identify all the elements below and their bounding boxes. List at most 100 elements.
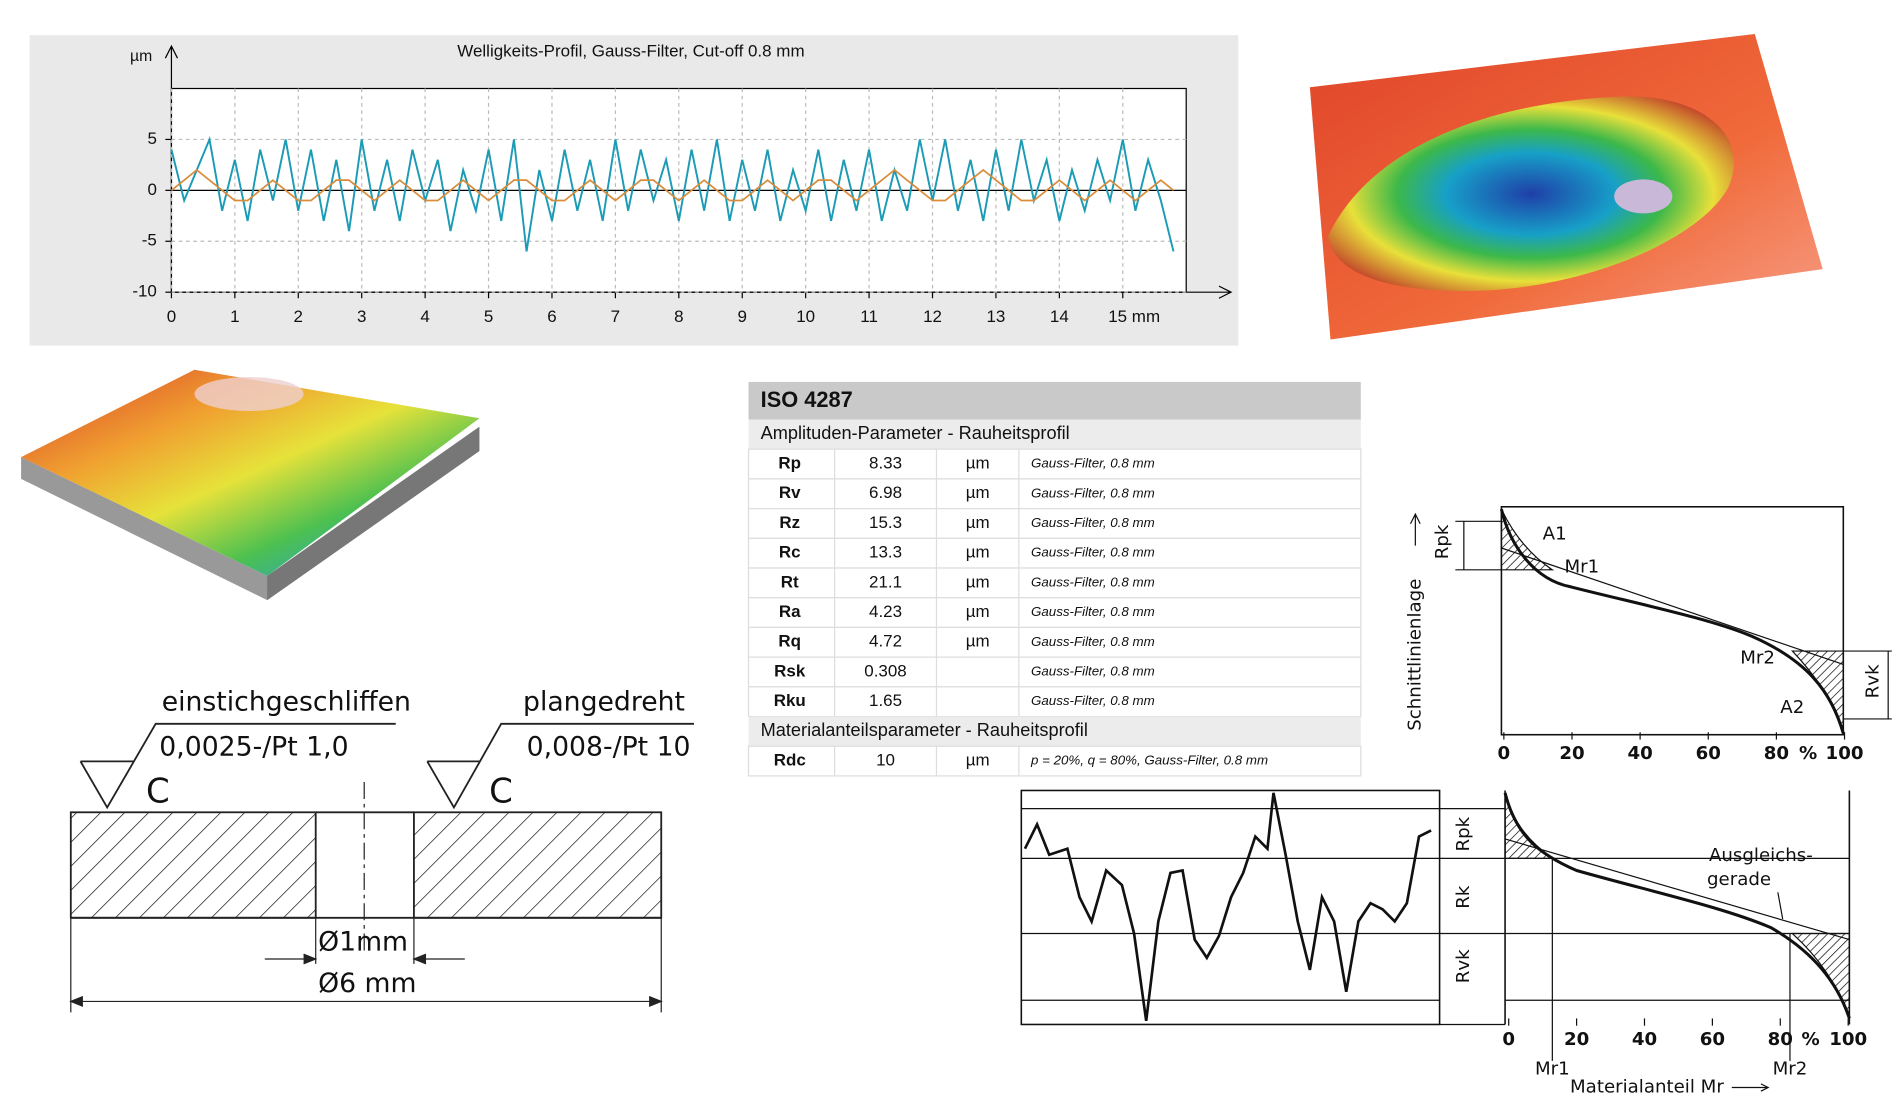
section-heading: Amplituden-Parameter - Rauheitsprofil xyxy=(761,423,1070,443)
x-tick-label: 100 xyxy=(1829,1029,1867,1050)
x-tick-label: 0 xyxy=(1498,743,1511,764)
rpk-label: Rpk xyxy=(1432,524,1453,559)
parameter-filter: Gauss-Filter, 0.8 mm xyxy=(1031,693,1155,708)
x-tick-label: 14 xyxy=(1050,307,1069,326)
profile-line xyxy=(170,168,1175,202)
x-tick-label: 15 mm xyxy=(1108,307,1160,326)
surface-spec: 0,0025-/Pt 1,0 xyxy=(159,732,348,763)
parameter-filter: Gauss-Filter, 0.8 mm xyxy=(1031,634,1155,649)
y-tick-label: 5 xyxy=(147,129,156,148)
parameter-value: 8.33 xyxy=(869,454,902,473)
parameter-filter: Gauss-Filter, 0.8 mm xyxy=(1031,663,1155,678)
parameter-unit: µm xyxy=(966,602,990,621)
table-row xyxy=(747,745,1362,777)
x-tick-label: 7 xyxy=(611,307,620,326)
rvk-label: Rvk xyxy=(1863,664,1884,698)
parameter-value: 6.98 xyxy=(869,483,902,502)
mr-label: Mr1 xyxy=(1535,1058,1570,1079)
chart-title: Welligkeits-Profil, Gauss-Filter, Cut-of… xyxy=(457,42,804,61)
parameter-value: 1.65 xyxy=(869,691,902,710)
abbott-curve-bottom: Rpk Rk Rvk Ausgleichs- gerade Mr1 Mr2 Ma… xyxy=(1020,789,1867,1096)
table-row xyxy=(747,567,1362,599)
x-tick-label: 20 xyxy=(1564,1029,1589,1050)
surface-spec: 0,008-/Pt 10 xyxy=(527,732,691,763)
x-tick-label: 4 xyxy=(420,307,429,326)
x-tick-label: 40 xyxy=(1632,1029,1657,1050)
section-header xyxy=(748,419,1361,450)
parameter-unit: µm xyxy=(966,751,990,770)
x-tick-label: 0 xyxy=(167,307,176,326)
table-row xyxy=(747,597,1362,629)
x-tick-label: 0 xyxy=(1502,1029,1515,1050)
surface-symbol: C xyxy=(489,771,513,811)
y-tick-label: 0 xyxy=(147,180,156,199)
x-tick-label: 3 xyxy=(357,307,366,326)
x-tick-label: 8 xyxy=(674,307,683,326)
rk-label: Rk xyxy=(1453,885,1474,909)
parameter-name: Rq xyxy=(778,632,801,651)
area-label: A1 xyxy=(1543,524,1567,545)
x-tick-label: 100 xyxy=(1826,743,1864,764)
parameter-name: Rv xyxy=(779,483,801,502)
area-label: A2 xyxy=(1780,697,1804,718)
surface-symbol: C xyxy=(146,771,170,811)
x-tick-label: 1 xyxy=(230,307,239,326)
x-tick-label: 60 xyxy=(1700,1029,1725,1050)
parameter-filter: Gauss-Filter, 0.8 mm xyxy=(1031,456,1155,471)
parameter-value: 10 xyxy=(876,751,895,770)
table-row xyxy=(747,656,1362,688)
table-row xyxy=(747,626,1362,658)
rpk-label: Rpk xyxy=(1453,816,1474,851)
x-tick-label: 80 xyxy=(1768,1029,1793,1050)
x-tick-label: 6 xyxy=(547,307,556,326)
y-tick-label: -10 xyxy=(132,282,157,301)
table-row xyxy=(747,448,1362,480)
parameter-name: Rku xyxy=(774,691,806,710)
surface-3d-terrain xyxy=(21,369,480,601)
parameter-filter: Gauss-Filter, 0.8 mm xyxy=(1031,545,1155,560)
abbott-curve-top: Rpk A1 Mr1 Mr2 A2 Rvk Schnittlinienlage … xyxy=(1404,505,1892,764)
parameter-value: 13.3 xyxy=(869,543,902,562)
parameter-name: Rc xyxy=(779,543,801,562)
parameter-filter: Gauss-Filter, 0.8 mm xyxy=(1031,604,1155,619)
parameter-name: Rp xyxy=(778,454,801,473)
dimension-label: Ø6 mm xyxy=(318,968,416,999)
surface-3d-pit xyxy=(1309,33,1823,340)
y-tick-label: -5 xyxy=(142,231,157,250)
table-row xyxy=(747,478,1362,510)
parameter-value: 21.1 xyxy=(869,572,902,591)
table-title: ISO 4287 xyxy=(761,387,853,412)
x-tick-label: 11 xyxy=(860,307,878,326)
parameter-unit: µm xyxy=(966,572,990,591)
mr-label: Mr2 xyxy=(1740,647,1775,668)
y-axis-label: µm xyxy=(130,48,152,65)
table-row xyxy=(747,507,1362,539)
parameter-filter: Gauss-Filter, 0.8 mm xyxy=(1031,574,1155,589)
parameter-unit: µm xyxy=(966,543,990,562)
parameter-name: Rz xyxy=(779,513,800,532)
parameter-name: Ra xyxy=(779,602,801,621)
parameter-value: 4.23 xyxy=(869,602,902,621)
parameter-filter: Gauss-Filter, 0.8 mm xyxy=(1031,515,1155,530)
parameter-unit: µm xyxy=(966,483,990,502)
parameter-name: Rdc xyxy=(774,751,806,770)
parameter-name: Rt xyxy=(781,572,799,591)
parameter-name: Rsk xyxy=(774,661,806,680)
x-tick-label: 13 xyxy=(986,307,1005,326)
parameter-filter: Gauss-Filter, 0.8 mm xyxy=(1031,485,1155,500)
x-tick-label: 5 xyxy=(484,307,493,326)
parameter-value: 15.3 xyxy=(869,513,902,532)
percent-label: % xyxy=(1801,1029,1819,1050)
technical-drawing: einstichgeschliffen 0,0025-/Pt 1,0 C pla… xyxy=(69,687,694,1013)
x-axis-title: Materialanteil Mr xyxy=(1570,1077,1724,1096)
x-tick-label: 9 xyxy=(738,307,747,326)
section-heading: Materialanteilsparameter - Rauheitsprofi… xyxy=(761,720,1088,740)
fit-line-label: Ausgleichs- xyxy=(1709,845,1813,866)
parameter-unit: µm xyxy=(966,454,990,473)
parameter-value: 4.72 xyxy=(869,632,902,651)
profile-chart: Welligkeits-Profil, Gauss-Filter, Cut-of… xyxy=(29,35,1239,346)
table-row xyxy=(747,686,1362,718)
parameter-unit: µm xyxy=(966,632,990,651)
